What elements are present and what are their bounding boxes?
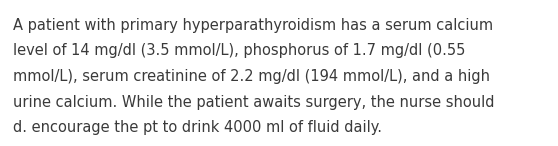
Text: urine calcium. While the patient awaits surgery, the nurse should: urine calcium. While the patient awaits …: [13, 94, 494, 110]
Text: d. encourage the pt to drink 4000 ml of fluid daily.: d. encourage the pt to drink 4000 ml of …: [13, 120, 382, 135]
Text: mmol/L), serum creatinine of 2.2 mg/dl (194 mmol/L), and a high: mmol/L), serum creatinine of 2.2 mg/dl (…: [13, 69, 490, 84]
Text: level of 14 mg/dl (3.5 mmol/L), phosphorus of 1.7 mg/dl (0.55: level of 14 mg/dl (3.5 mmol/L), phosphor…: [13, 44, 465, 59]
Text: A patient with primary hyperparathyroidism has a serum calcium: A patient with primary hyperparathyroidi…: [13, 18, 493, 33]
